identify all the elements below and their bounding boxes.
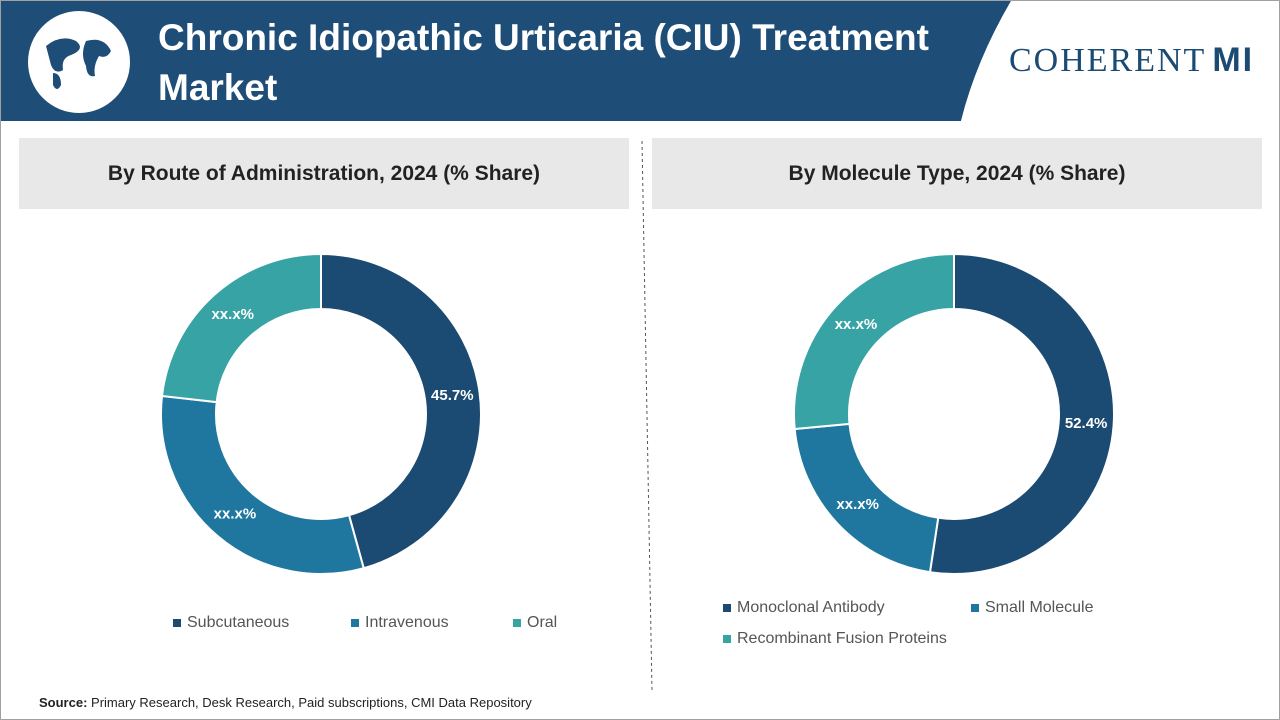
- data-label: xx.x%: [835, 316, 878, 333]
- data-label: xx.x%: [836, 496, 879, 513]
- panel-title: By Molecule Type, 2024 (% Share): [652, 138, 1262, 209]
- divider: [641, 140, 653, 692]
- legend-swatch: [513, 619, 521, 627]
- globe-icon: [28, 11, 130, 113]
- donut-segment: [928, 252, 1115, 575]
- data-label: 52.4%: [1065, 415, 1108, 432]
- source-label: Source:: [39, 695, 88, 710]
- source-text: Primary Research, Desk Research, Paid su…: [91, 695, 532, 710]
- legend-swatch: [723, 604, 731, 612]
- donut-segment: [160, 394, 365, 575]
- data-label: xx.x%: [211, 306, 254, 323]
- logo-main: COHERENT: [1009, 42, 1207, 79]
- logo-area: [961, 1, 1279, 121]
- legend-swatch: [351, 619, 359, 627]
- globe-continents: [46, 38, 111, 89]
- legend-label: Recombinant Fusion Proteins: [737, 630, 947, 647]
- logo-accent: MI: [1212, 41, 1255, 79]
- legend-label: Monoclonal Antibody: [737, 599, 885, 616]
- legend-label: Subcutaneous: [187, 614, 289, 631]
- legend-swatch: [173, 619, 181, 627]
- source: Source: Primary Research, Desk Research,…: [39, 695, 532, 710]
- legend-label: Small Molecule: [985, 599, 1094, 616]
- charts: 45.7% Subcutaneous xx.x% Intravenous xx.x% Or…: [160, 252, 1115, 647]
- legend-swatch: [971, 604, 979, 612]
- data-label: xx.x%: [214, 506, 257, 523]
- legend-label: Oral: [527, 614, 557, 631]
- header-band: [1, 1, 1011, 121]
- legend-swatch: [723, 635, 731, 643]
- donut-segment: [793, 252, 955, 431]
- panel-title: By Route of Administration, 2024 (% Shar…: [19, 138, 629, 209]
- page-title: Chronic Idiopathic Urticaria (CIU) Treat…: [158, 17, 929, 108]
- logo: COHERENT MI: [1009, 41, 1254, 80]
- legend-label: Intravenous: [365, 614, 449, 631]
- donut-segment: [320, 252, 482, 570]
- donut-segment: [160, 252, 322, 404]
- data-label: 45.7%: [431, 387, 474, 404]
